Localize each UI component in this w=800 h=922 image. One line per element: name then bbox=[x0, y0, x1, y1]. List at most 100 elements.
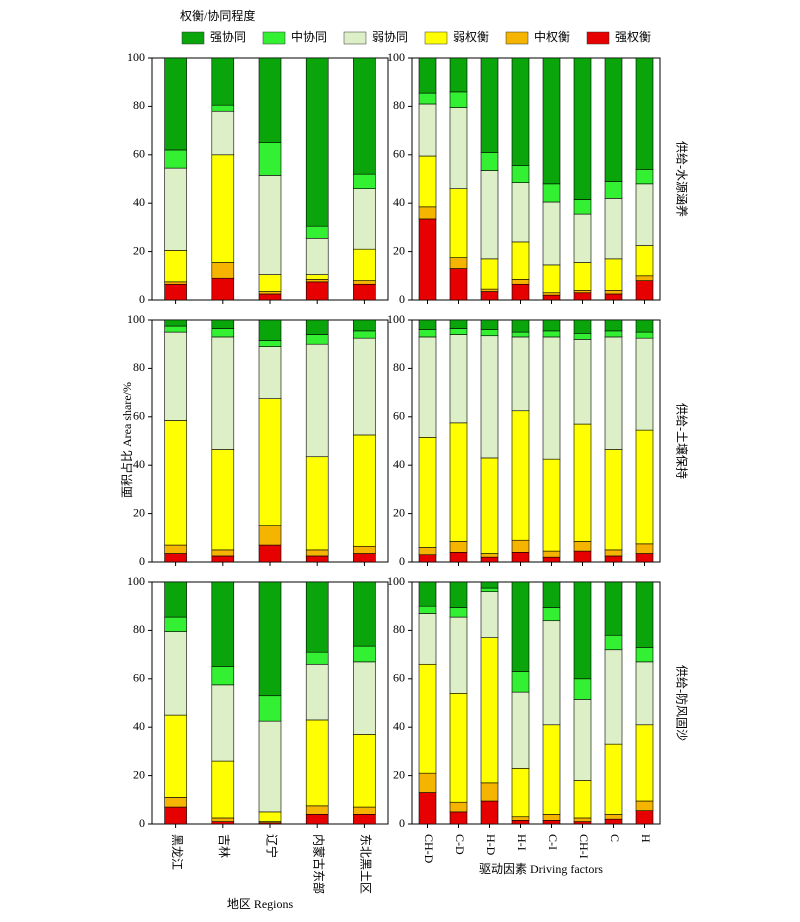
bar-segment bbox=[542, 292, 561, 296]
y-tick-label: 80 bbox=[393, 98, 405, 112]
y-tick-label: 40 bbox=[133, 457, 145, 471]
bar-segment bbox=[305, 279, 329, 283]
y-tick-label: 20 bbox=[393, 243, 405, 257]
bar-segment bbox=[511, 165, 530, 183]
bar-segment bbox=[604, 818, 623, 825]
bar-segment bbox=[258, 57, 282, 143]
bar-segment bbox=[418, 92, 437, 105]
bar-segment bbox=[604, 293, 623, 301]
bar-segment bbox=[480, 258, 499, 290]
y-tick-label: 60 bbox=[393, 671, 405, 685]
bar-segment bbox=[480, 457, 499, 554]
bar-segment bbox=[573, 262, 592, 291]
bar-segment bbox=[258, 274, 282, 292]
y-tick-label: 100 bbox=[387, 574, 405, 588]
bar-segment bbox=[258, 291, 282, 295]
bar-segment bbox=[305, 663, 329, 721]
bar-segment bbox=[511, 671, 530, 693]
bar-segment bbox=[480, 319, 499, 330]
bar-segment bbox=[449, 107, 468, 189]
bar-segment bbox=[258, 695, 282, 722]
x-axis-label: 驱动因素 Driving factors bbox=[479, 862, 603, 876]
bar-segment bbox=[480, 556, 499, 563]
bar-segment bbox=[418, 772, 437, 793]
bar-segment bbox=[305, 319, 329, 335]
bar-segment bbox=[449, 422, 468, 542]
bar-segment bbox=[418, 605, 437, 614]
bar-segment bbox=[418, 581, 437, 607]
bar-segment bbox=[418, 336, 437, 438]
bar-segment bbox=[635, 581, 654, 648]
bar-segment bbox=[449, 811, 468, 825]
y-tick-label: 100 bbox=[127, 50, 145, 64]
bar-segment bbox=[418, 613, 437, 665]
panel-frame bbox=[411, 319, 661, 563]
bar-segment bbox=[511, 816, 530, 821]
bar-segment bbox=[449, 57, 468, 93]
y-tick-label: 20 bbox=[133, 505, 145, 519]
legend-label: 强权衡 bbox=[615, 30, 651, 44]
bar-segment bbox=[305, 456, 329, 551]
bar-segment bbox=[418, 437, 437, 548]
bar-segment bbox=[635, 280, 654, 301]
bar-segment bbox=[353, 545, 376, 554]
bar-segment bbox=[211, 336, 235, 450]
y-tick-label: 20 bbox=[133, 243, 145, 257]
bar-segment bbox=[542, 294, 561, 301]
x-tick-label: H-D bbox=[484, 834, 498, 856]
bar-segment bbox=[449, 334, 468, 424]
bar-segment bbox=[164, 714, 187, 798]
bar-segment bbox=[635, 245, 654, 277]
bar-segment bbox=[164, 283, 187, 301]
bar-segment bbox=[542, 183, 561, 203]
bar-segment bbox=[258, 319, 282, 341]
bar-segment bbox=[604, 649, 623, 745]
legend-label: 强协同 bbox=[210, 29, 246, 44]
bar-segment bbox=[511, 57, 530, 166]
y-tick-label: 60 bbox=[393, 409, 405, 423]
bar-segment bbox=[164, 167, 187, 251]
bar-segment bbox=[604, 449, 623, 551]
bar-segment bbox=[573, 423, 592, 542]
bar-segment bbox=[211, 262, 235, 279]
legend-swatch bbox=[424, 31, 448, 45]
y-tick-label: 40 bbox=[393, 195, 405, 209]
y-tick-label: 0 bbox=[139, 292, 145, 306]
bar-segment bbox=[511, 768, 530, 818]
bar-segment bbox=[164, 331, 187, 421]
bar-segment bbox=[258, 346, 282, 399]
bar-segment bbox=[511, 552, 530, 563]
bar-segment bbox=[604, 181, 623, 199]
bar-segment bbox=[418, 218, 437, 301]
y-tick-label: 80 bbox=[393, 360, 405, 374]
bar-segment bbox=[542, 820, 561, 825]
bar-segment bbox=[449, 319, 468, 329]
bar-segment bbox=[305, 281, 329, 301]
x-tick-label: CH-I bbox=[577, 834, 591, 859]
bar-segment bbox=[573, 57, 592, 200]
bar-segment bbox=[635, 724, 654, 802]
bar-segment bbox=[480, 782, 499, 802]
bar-segment bbox=[164, 797, 187, 808]
bar-segment bbox=[480, 170, 499, 260]
bar-segment bbox=[305, 334, 329, 345]
bar-segment bbox=[573, 550, 592, 563]
bar-segment bbox=[418, 792, 437, 825]
bar-segment bbox=[511, 581, 530, 672]
y-tick-label: 40 bbox=[393, 457, 405, 471]
bar-segment bbox=[164, 806, 187, 825]
bar-segment bbox=[542, 201, 561, 266]
x-tick-label: C-I bbox=[546, 834, 560, 850]
bar-segment bbox=[353, 434, 376, 547]
bar-segment bbox=[211, 666, 235, 686]
bar-segment bbox=[542, 458, 561, 552]
y-tick-label: 0 bbox=[399, 554, 405, 568]
bar-segment bbox=[511, 283, 530, 301]
bar-segment bbox=[635, 429, 654, 545]
bar-segment bbox=[418, 663, 437, 774]
x-tick-label: H bbox=[639, 834, 653, 843]
bar-segment bbox=[164, 420, 187, 546]
bar-segment bbox=[542, 319, 561, 332]
y-tick-label: 0 bbox=[399, 292, 405, 306]
